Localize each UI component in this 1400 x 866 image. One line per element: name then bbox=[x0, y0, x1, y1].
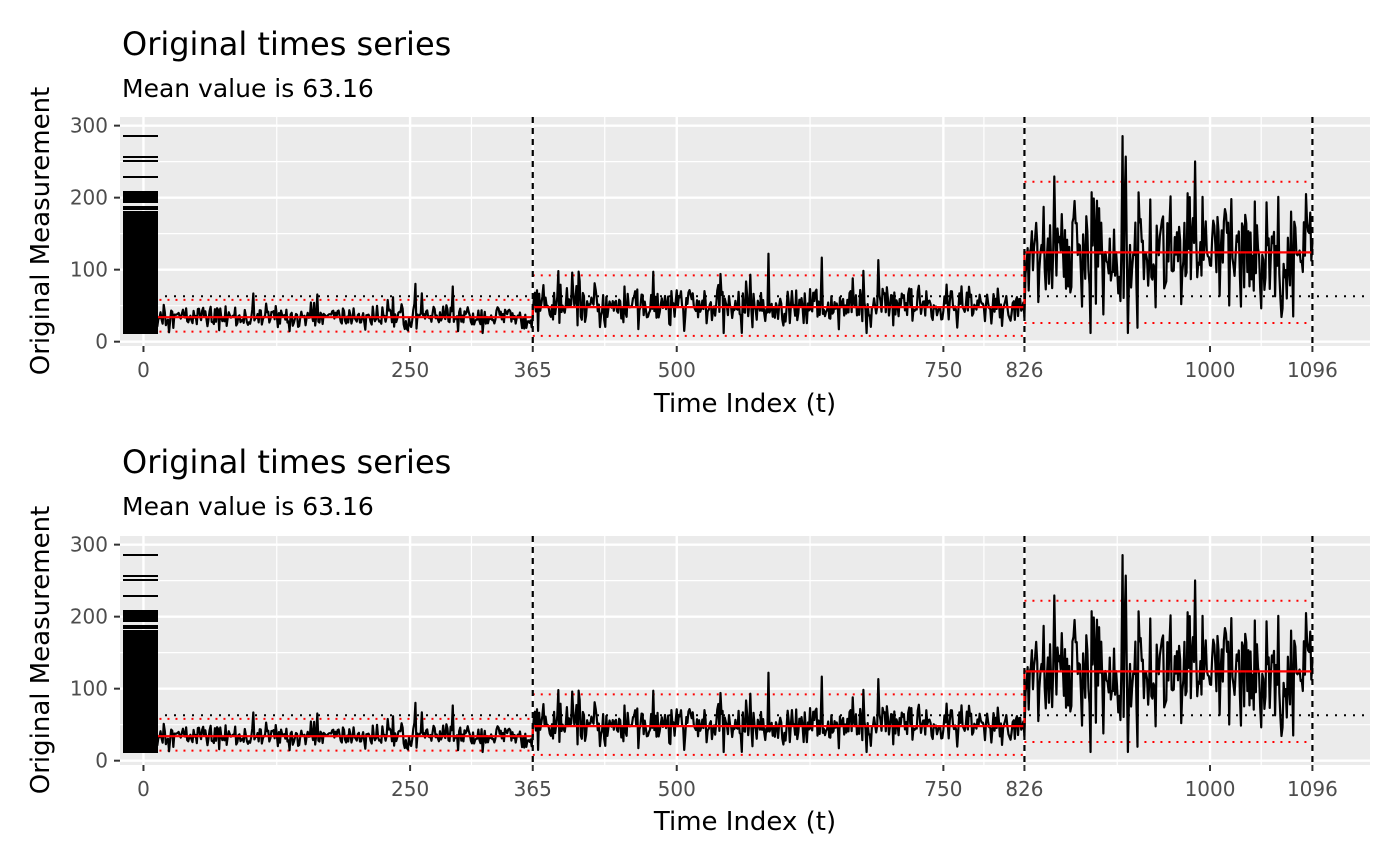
segment-mean-line bbox=[143, 251, 1313, 319]
series-line bbox=[142, 135, 1314, 335]
x-tick-label: 365 bbox=[514, 358, 552, 382]
y-axis-title: Original Measurement bbox=[26, 87, 56, 376]
y-tick-label: 100 bbox=[70, 677, 108, 701]
y-rug bbox=[123, 554, 158, 753]
segment-bounds bbox=[143, 180, 1313, 337]
segment-means bbox=[143, 670, 1313, 738]
series-line bbox=[142, 554, 1314, 754]
x-tick-label: 0 bbox=[137, 777, 150, 801]
segment-mean-line bbox=[143, 670, 1313, 738]
x-axis-title: Time Index (t) bbox=[653, 389, 836, 419]
chart-title: Original times series bbox=[122, 25, 451, 63]
y-rug bbox=[123, 135, 158, 334]
x-tick-label: 250 bbox=[391, 358, 429, 382]
series-line-group bbox=[142, 554, 1314, 754]
x-tick-label: 0 bbox=[137, 358, 150, 382]
y-tick-label: 200 bbox=[70, 605, 108, 629]
chart-subtitle: Mean value is 63.16 bbox=[122, 492, 374, 521]
segment-bounds bbox=[143, 599, 1313, 756]
x-tick-label: 500 bbox=[658, 358, 696, 382]
x-tick-label: 500 bbox=[658, 777, 696, 801]
change-points bbox=[531, 117, 1314, 346]
x-tick-label: 750 bbox=[924, 777, 962, 801]
y-tick-label: 0 bbox=[95, 330, 108, 354]
x-tick-label: 365 bbox=[514, 777, 552, 801]
change-points bbox=[531, 536, 1314, 765]
series-line-group bbox=[142, 135, 1314, 335]
y-tick-label: 300 bbox=[70, 533, 108, 557]
x-tick-label: 826 bbox=[1005, 358, 1043, 382]
x-tick-label: 1096 bbox=[1287, 358, 1338, 382]
y-axis-title: Original Measurement bbox=[26, 506, 56, 795]
chart-panel-bottom: Original times series Mean value is 63.1… bbox=[26, 443, 1370, 837]
x-axis: 0 250 365 500 750 826 1000 1096 bbox=[137, 346, 1338, 382]
x-tick-label: 1000 bbox=[1185, 777, 1236, 801]
y-axis: 0 100 200 300 bbox=[70, 533, 120, 773]
x-tick-label: 1000 bbox=[1185, 358, 1236, 382]
y-tick-label: 200 bbox=[70, 186, 108, 210]
x-axis: 0 250 365 500 750 826 1000 1096 bbox=[137, 765, 1338, 801]
segment-means bbox=[143, 251, 1313, 319]
chart-subtitle: Mean value is 63.16 bbox=[122, 74, 374, 103]
y-tick-label: 100 bbox=[70, 258, 108, 282]
x-tick-label: 250 bbox=[391, 777, 429, 801]
y-tick-label: 0 bbox=[95, 749, 108, 773]
x-tick-label: 826 bbox=[1005, 777, 1043, 801]
grid-lines bbox=[120, 536, 1370, 765]
chart-panel-top: Original times series Mean value is 63.1… bbox=[26, 25, 1370, 419]
x-tick-label: 750 bbox=[924, 358, 962, 382]
x-axis-title: Time Index (t) bbox=[653, 807, 836, 837]
x-tick-label: 1096 bbox=[1287, 777, 1338, 801]
y-tick-label: 300 bbox=[70, 114, 108, 138]
chart-title: Original times series bbox=[122, 443, 451, 481]
y-axis: 0 100 200 300 bbox=[70, 114, 120, 354]
